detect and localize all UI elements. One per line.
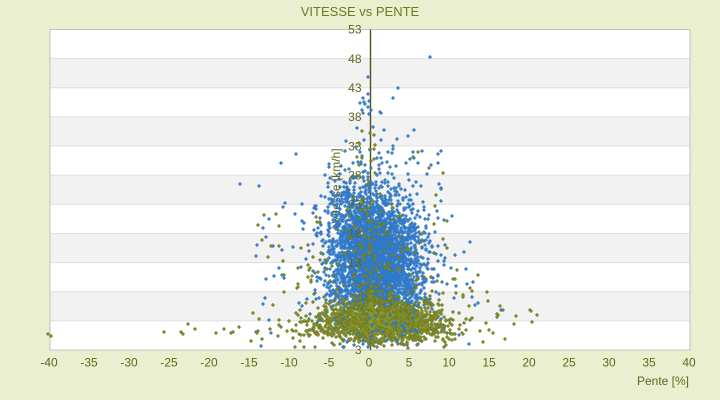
svg-text:43: 43: [348, 81, 362, 95]
svg-text:25: 25: [562, 356, 576, 370]
svg-text:-5: -5: [324, 356, 335, 370]
svg-text:0: 0: [366, 356, 373, 370]
svg-text:10: 10: [442, 356, 456, 370]
svg-text:3: 3: [355, 343, 362, 357]
svg-text:-15: -15: [240, 356, 258, 370]
svg-text:Pente [%]: Pente [%]: [637, 374, 689, 388]
svg-text:48: 48: [348, 52, 362, 66]
svg-text:-30: -30: [120, 356, 138, 370]
svg-text:35: 35: [642, 356, 656, 370]
svg-text:-10: -10: [280, 356, 298, 370]
svg-text:15: 15: [482, 356, 496, 370]
svg-text:33: 33: [348, 139, 362, 153]
svg-text:-25: -25: [160, 356, 178, 370]
svg-text:30: 30: [602, 356, 616, 370]
svg-text:28: 28: [348, 168, 362, 182]
svg-text:-20: -20: [200, 356, 218, 370]
svg-text:23: 23: [348, 198, 362, 212]
svg-text:38: 38: [348, 110, 362, 124]
svg-text:20: 20: [522, 356, 536, 370]
svg-text:VITESSE vs PENTE: VITESSE vs PENTE: [301, 4, 420, 19]
svg-text:-40: -40: [40, 356, 58, 370]
svg-text:40: 40: [682, 356, 696, 370]
svg-text:5: 5: [406, 356, 413, 370]
svg-text:-35: -35: [80, 356, 98, 370]
svg-text:53: 53: [348, 23, 362, 37]
